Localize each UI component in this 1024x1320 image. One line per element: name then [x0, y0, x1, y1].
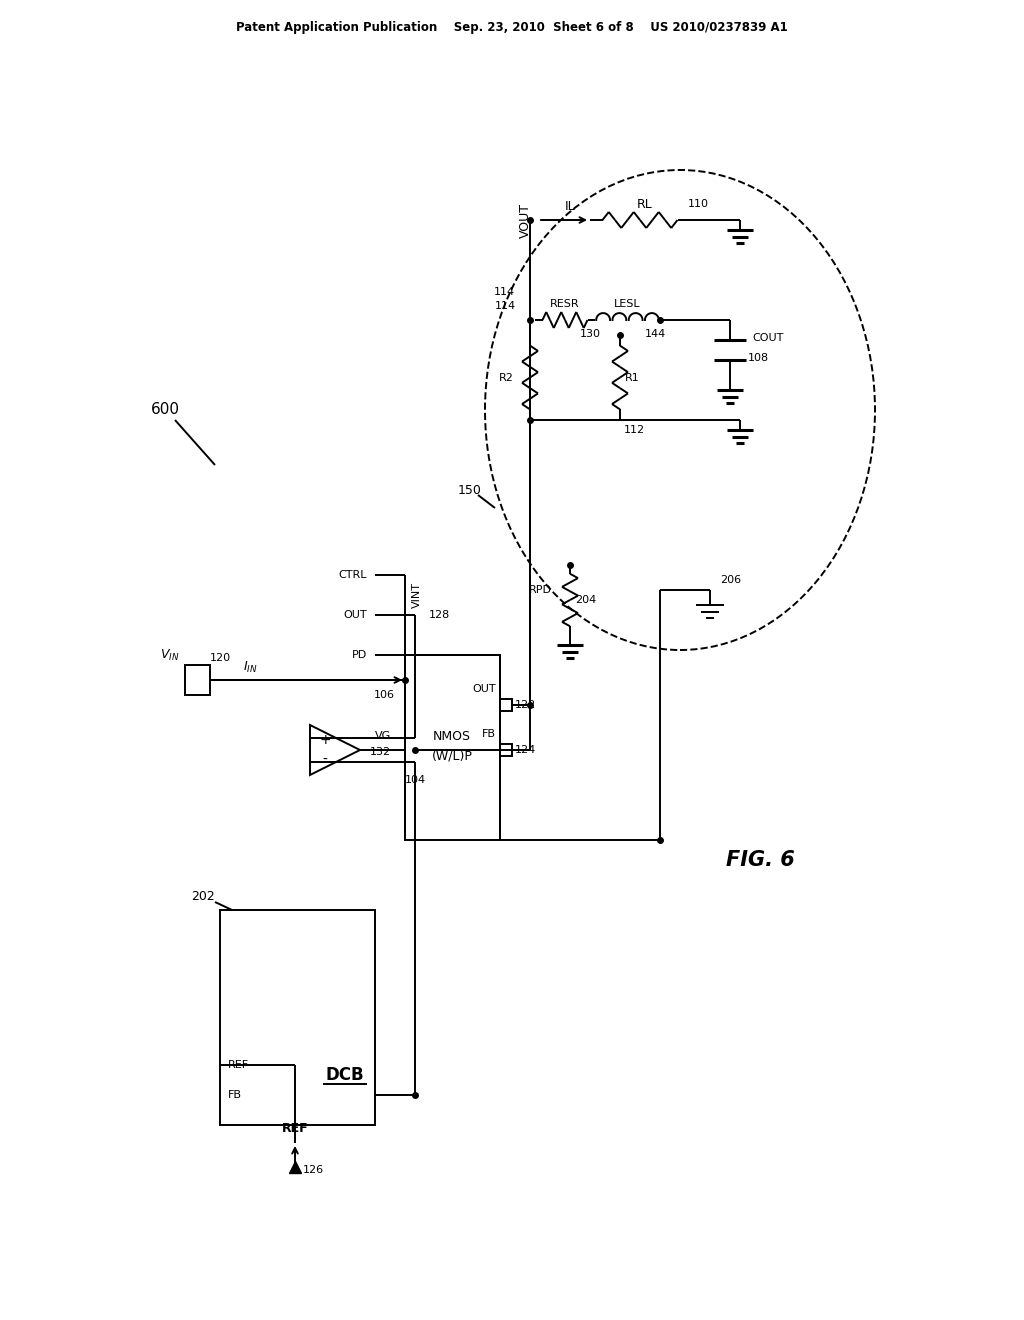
Text: R2: R2: [499, 374, 514, 383]
Text: 206: 206: [720, 576, 741, 585]
Text: RPD: RPD: [529, 585, 552, 595]
Text: PD: PD: [352, 649, 367, 660]
Text: RESR: RESR: [550, 300, 580, 309]
Text: IL: IL: [564, 199, 575, 213]
Text: 130: 130: [580, 329, 600, 339]
Text: $I_{IN}$: $I_{IN}$: [243, 660, 257, 675]
Text: CTRL: CTRL: [339, 570, 367, 579]
Text: 202: 202: [191, 890, 215, 903]
Text: $V_{IN}$: $V_{IN}$: [161, 647, 180, 663]
Text: FIG. 6: FIG. 6: [726, 850, 795, 870]
Text: REF: REF: [228, 1060, 249, 1071]
Text: 132: 132: [370, 747, 391, 756]
Text: COUT: COUT: [752, 333, 783, 343]
Text: FB: FB: [228, 1090, 242, 1100]
Bar: [220, 909, 375, 1125]
Text: 104: 104: [404, 775, 426, 785]
Text: Patent Application Publication    Sep. 23, 2010  Sheet 6 of 8    US 2010/0237839: Patent Application Publication Sep. 23, …: [237, 21, 787, 33]
Text: 108: 108: [748, 352, 769, 363]
Bar: [500, 744, 512, 756]
Text: RL: RL: [637, 198, 653, 210]
Text: 122: 122: [515, 700, 537, 710]
Text: 128: 128: [429, 610, 451, 620]
Text: +: +: [319, 733, 331, 747]
Text: 114: 114: [495, 301, 516, 312]
Text: FB: FB: [482, 729, 496, 739]
Text: DCB: DCB: [326, 1067, 365, 1084]
Text: R1: R1: [625, 374, 640, 383]
Text: -: -: [323, 752, 328, 767]
Text: OUT: OUT: [472, 684, 496, 694]
Text: 204: 204: [575, 595, 596, 605]
Text: LESL: LESL: [613, 300, 640, 309]
Text: VG: VG: [375, 731, 391, 741]
Text: 126: 126: [302, 1166, 324, 1175]
Bar: [406, 655, 500, 840]
Text: 124: 124: [515, 744, 537, 755]
Bar: [500, 700, 512, 711]
Text: 112: 112: [624, 425, 644, 436]
Text: 110: 110: [687, 199, 709, 209]
Text: 150: 150: [458, 483, 482, 496]
Text: NMOS: NMOS: [433, 730, 471, 742]
Text: VOUT: VOUT: [518, 202, 531, 238]
Text: OUT: OUT: [343, 610, 367, 620]
Text: 120: 120: [210, 653, 230, 663]
Text: VINT: VINT: [412, 582, 422, 609]
Text: 144: 144: [644, 329, 666, 339]
Text: REF: REF: [282, 1122, 308, 1135]
Text: 106: 106: [374, 690, 395, 700]
Bar: [185, 665, 210, 696]
Text: 600: 600: [151, 403, 179, 417]
Text: (W/L)P: (W/L)P: [431, 750, 472, 763]
Text: 114: 114: [494, 286, 515, 297]
